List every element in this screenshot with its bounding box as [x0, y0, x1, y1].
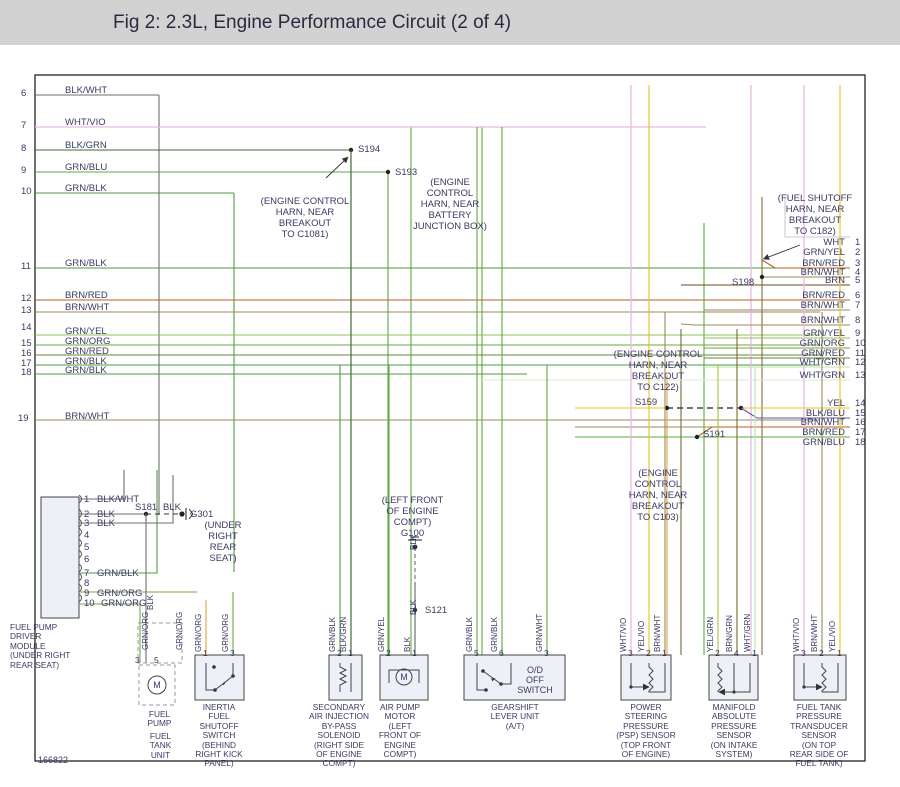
svg-text:SWITCH: SWITCH — [517, 685, 553, 695]
svg-text:M: M — [153, 680, 161, 690]
svg-text:OFF: OFF — [526, 675, 544, 685]
svg-text:M: M — [400, 672, 408, 682]
svg-text:O/D: O/D — [527, 665, 544, 675]
